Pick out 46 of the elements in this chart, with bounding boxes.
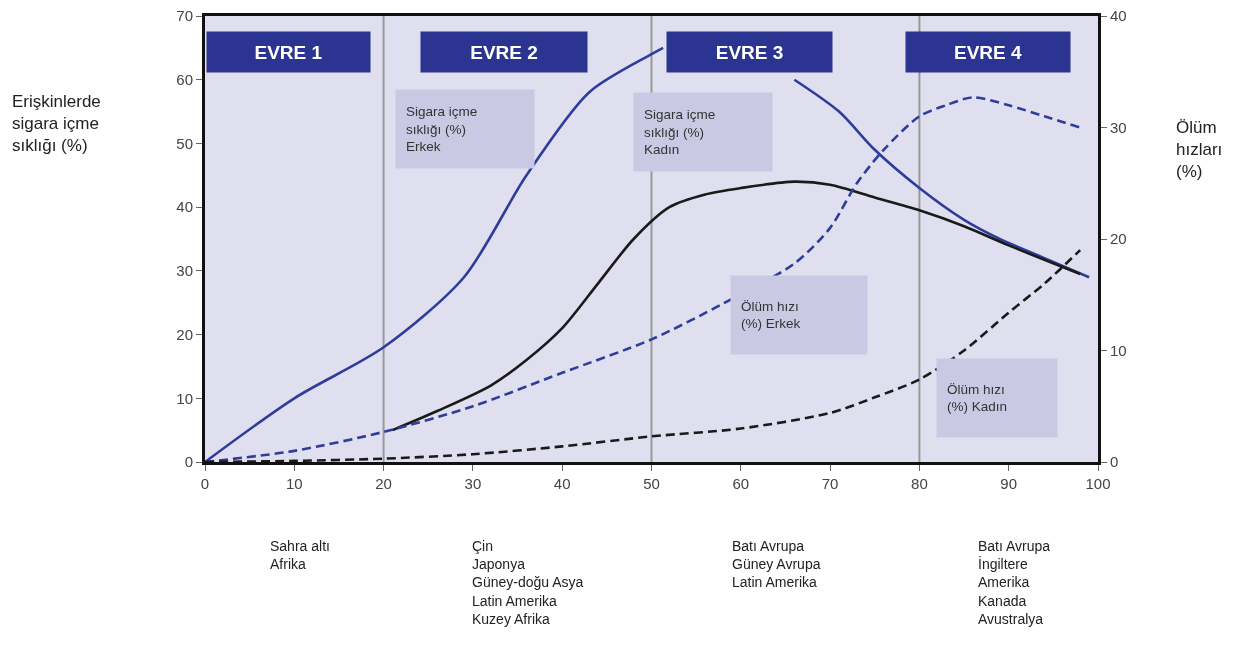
caption-box: Sigara içme sıklığı (%) Kadın [633, 92, 773, 172]
caption-box: Sigara içme sıklığı (%) Erkek [395, 89, 535, 169]
x-tick-label: 0 [200, 475, 210, 492]
text: Çin Japonya Güney-doğu Asya Latin Amerika Kuzey Afrika [472, 538, 584, 627]
y2-tick-label: 30 [1110, 118, 1127, 136]
y2-axis-title: Ölüm hızları (%) [1176, 118, 1223, 182]
y-tick-label: 70 [176, 7, 193, 25]
x-tick-label: 30 [464, 475, 482, 492]
x-tick-label: 40 [553, 475, 571, 492]
x-tick-label: 50 [643, 475, 660, 492]
x-tick-label: 20 [375, 475, 392, 492]
annotation: EVRE 1 [254, 41, 323, 63]
y-tick-label: 0 [184, 453, 193, 471]
annotation: EVRE 2 [470, 41, 538, 63]
text: Batı Avrupa Güney Avrupa Latin Amerika [732, 538, 821, 591]
y2-tick-label: 0 [1110, 453, 1119, 471]
y-tick-label: 20 [176, 325, 193, 343]
stage-label-box: EVRE 3 [666, 31, 833, 73]
text: Sahra altı Afrika [270, 538, 330, 573]
annotation: Sigara içme sıklığı (%) Erkek [406, 103, 478, 155]
x-tick-label: 60 [732, 475, 750, 492]
y2-tick-label: 40 [1110, 7, 1127, 25]
annotation: EVRE 4 [953, 41, 1023, 63]
text: Batı Avrupa İngiltere Amerika Kanada Avustralya [978, 538, 1051, 627]
annotation: EVRE 3 [715, 41, 784, 63]
y-tick-label: 50 [176, 134, 193, 152]
y-tick-label: 40 [176, 198, 193, 216]
y2-tick-label: 10 [1110, 341, 1127, 359]
annotation: Ölüm hızı (%) Kadın [947, 381, 1008, 415]
y2-tick-label: 20 [1110, 230, 1127, 248]
y-tick-label: 30 [176, 262, 193, 280]
x-tick-label: 100 [1085, 475, 1111, 492]
x-tick-label: 90 [1000, 475, 1018, 492]
stage-label-box: EVRE 1 [206, 31, 371, 73]
caption-box: Ölüm hızı (%) Erkek [730, 275, 868, 355]
stage-label-box: EVRE 4 [905, 31, 1071, 73]
annotation: Ölüm hızı (%) Erkek [741, 298, 801, 332]
x-tick-label: 70 [821, 475, 839, 492]
y-tick-label: 60 [176, 70, 193, 88]
caption-box: Ölüm hızı (%) Kadın [936, 358, 1058, 438]
y-tick-label: 10 [176, 389, 193, 407]
x-tick-label: 10 [285, 475, 303, 492]
x-tick-label: 80 [911, 475, 928, 492]
stage-label-box: EVRE 2 [420, 31, 588, 73]
y-axis-title: Erişkinlerde sigara içme sıklığı (%) [12, 92, 101, 156]
annotation: Sigara içme sıklığı (%) Kadın [644, 106, 716, 158]
